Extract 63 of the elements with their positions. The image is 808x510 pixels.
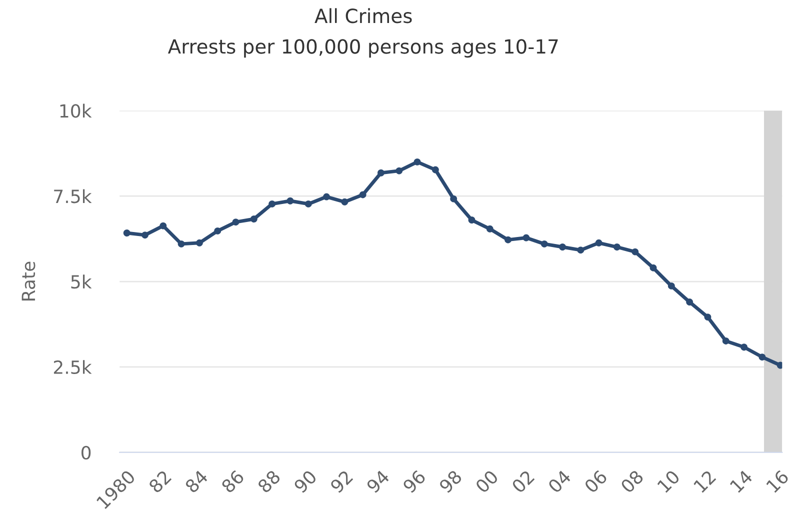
point xyxy=(650,264,657,272)
point xyxy=(668,282,675,290)
point xyxy=(559,244,566,250)
point xyxy=(704,314,712,321)
point xyxy=(722,338,730,344)
y-tick-label: 2.5k xyxy=(54,360,92,374)
x-tick-label: 86 xyxy=(220,469,245,494)
y-tick-label: 0 xyxy=(82,446,91,460)
x-tick-label: 12 xyxy=(693,470,716,493)
x-tick-label: 08 xyxy=(620,469,644,494)
point xyxy=(414,158,421,166)
point xyxy=(232,218,240,226)
point xyxy=(359,191,366,198)
point xyxy=(686,298,694,306)
point xyxy=(468,216,476,224)
point xyxy=(178,240,185,248)
point xyxy=(577,246,584,254)
x-tick-label: 16 xyxy=(766,469,790,494)
point xyxy=(196,239,203,246)
x-tick-label: 82 xyxy=(148,470,172,494)
point xyxy=(522,234,530,242)
point xyxy=(378,169,384,176)
point xyxy=(142,232,148,239)
point xyxy=(304,200,312,208)
x-tick-label: 96 xyxy=(402,469,426,494)
chart-subtitle: Arrests per 100,000 persons ages 10-17 xyxy=(168,39,558,58)
point xyxy=(123,230,130,236)
point xyxy=(286,197,294,204)
point xyxy=(323,193,330,200)
point xyxy=(450,195,458,202)
point xyxy=(758,354,766,361)
point xyxy=(504,236,512,244)
x-tick-label: 84 xyxy=(184,469,209,494)
point xyxy=(540,240,548,248)
y-tick-label: 10k xyxy=(60,104,92,118)
x-tick-label: 92 xyxy=(329,470,354,494)
x-tick-label: 04 xyxy=(547,469,572,494)
x-tick-label: 10 xyxy=(656,469,680,494)
point xyxy=(250,216,258,222)
x-tick-label: 94 xyxy=(366,469,390,494)
x-tick-label: 88 xyxy=(256,469,282,494)
point xyxy=(341,198,348,206)
point xyxy=(486,225,494,232)
x-tick-label: 98 xyxy=(438,469,463,494)
point xyxy=(776,362,782,369)
point xyxy=(613,244,620,250)
y-axis-title: Rate xyxy=(22,262,36,300)
x-tick-label: 06 xyxy=(584,469,608,494)
y-tick-label: 5k xyxy=(71,274,92,289)
point xyxy=(214,227,222,234)
point xyxy=(432,166,439,174)
point xyxy=(268,200,276,208)
x-tick-label: 02 xyxy=(511,470,535,494)
point xyxy=(160,222,167,230)
point xyxy=(632,248,639,256)
y-tick-label: 7.5k xyxy=(54,189,92,204)
point xyxy=(595,239,602,246)
chart-title: All Crimes xyxy=(314,8,412,24)
x-tick-label: 90 xyxy=(293,469,318,494)
x-tick-label: 14 xyxy=(730,469,754,493)
point xyxy=(740,344,748,351)
point xyxy=(396,167,403,174)
x-tick-label: 00 xyxy=(474,469,499,494)
